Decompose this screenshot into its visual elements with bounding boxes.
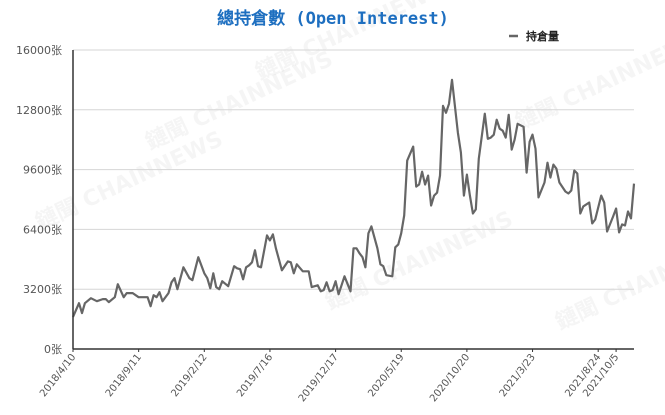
y-tick-label: 0张 xyxy=(44,343,62,356)
gridlines xyxy=(73,49,634,290)
legend-label: 持倉量 xyxy=(526,29,559,43)
y-tick-label: 6400张 xyxy=(23,223,62,236)
x-tick-label: 2019/2/12 xyxy=(169,352,209,399)
x-tick-label: 2019/12/17 xyxy=(297,352,341,404)
x-tick-label: 2018/9/11 xyxy=(104,352,144,399)
legend: 持倉量 xyxy=(509,29,559,43)
series-line xyxy=(71,78,636,318)
watermark-text: 鏈聞 CHAINNEWS xyxy=(552,226,665,336)
y-tick-label: 16000张 xyxy=(16,44,62,57)
x-tick-label: 2020/5/19 xyxy=(366,352,406,399)
y-axis-ticks: 0张 3200张 6400张 9600张 12800张 16000张 xyxy=(16,44,62,356)
x-tick-label: 2018/4/10 xyxy=(38,352,78,399)
watermark-text: 鏈聞 CHAINNEWS xyxy=(142,46,337,156)
series-layer xyxy=(71,78,636,318)
x-tick-label: 2020/10/20 xyxy=(428,352,472,404)
y-tick-label: 12800张 xyxy=(16,104,62,117)
y-tick-label: 9600张 xyxy=(23,164,62,177)
watermark-text: 鏈聞 CHAINNEWS xyxy=(32,126,227,236)
x-axis-ticks: 2018/4/10 2018/9/11 2019/2/12 2019/7/16 2019… xyxy=(38,349,621,404)
watermark-text: 鏈聞 CHAINNEWS xyxy=(322,206,517,316)
chart-title: 總持倉數 (Open Interest) xyxy=(217,8,449,29)
y-tick-label: 3200张 xyxy=(23,283,62,296)
x-tick-label: 2021/3/23 xyxy=(498,352,538,399)
x-tick-label: 2019/7/16 xyxy=(235,352,275,399)
